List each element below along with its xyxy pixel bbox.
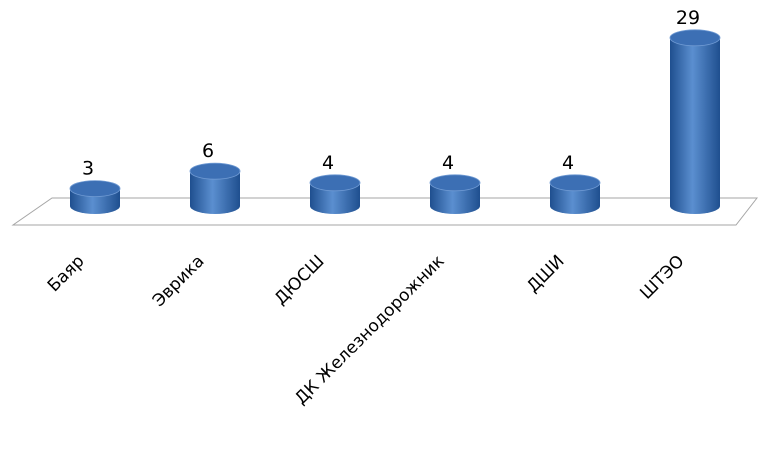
bar-body: [670, 37, 720, 214]
category-label: Баяр: [44, 251, 89, 296]
bar-top: [429, 174, 481, 192]
bar-top: [549, 174, 601, 192]
value-label: 4: [322, 152, 334, 174]
value-labels-group: 3 6 4 4 4 29: [82, 7, 700, 180]
bar-3: [309, 174, 361, 214]
bar-body: [190, 171, 240, 214]
category-label: ДЮСШ: [271, 251, 329, 309]
value-label: 29: [676, 7, 700, 29]
category-label: ШТЭО: [636, 251, 688, 303]
bar-2: [189, 162, 241, 214]
floor-plane: [11, 197, 758, 226]
chart-floor: [11, 197, 758, 226]
value-label: 6: [202, 140, 214, 162]
bar-5: [549, 174, 601, 214]
bar-6: [669, 29, 721, 214]
bars-group: [69, 29, 721, 214]
category-label: ДШИ: [523, 251, 568, 296]
bar-body: [310, 182, 360, 214]
bar-body: [550, 182, 600, 214]
category-label: Эврика: [149, 251, 209, 311]
bar-1: [69, 180, 121, 214]
bar-top: [69, 180, 121, 198]
value-label: 3: [82, 158, 94, 180]
bar-body: [430, 182, 480, 214]
bar-top: [189, 162, 241, 180]
bar-top: [669, 29, 721, 47]
bar-4: [429, 174, 481, 214]
value-label: 4: [562, 152, 574, 174]
bar-top: [309, 174, 361, 192]
value-label: 4: [442, 152, 454, 174]
